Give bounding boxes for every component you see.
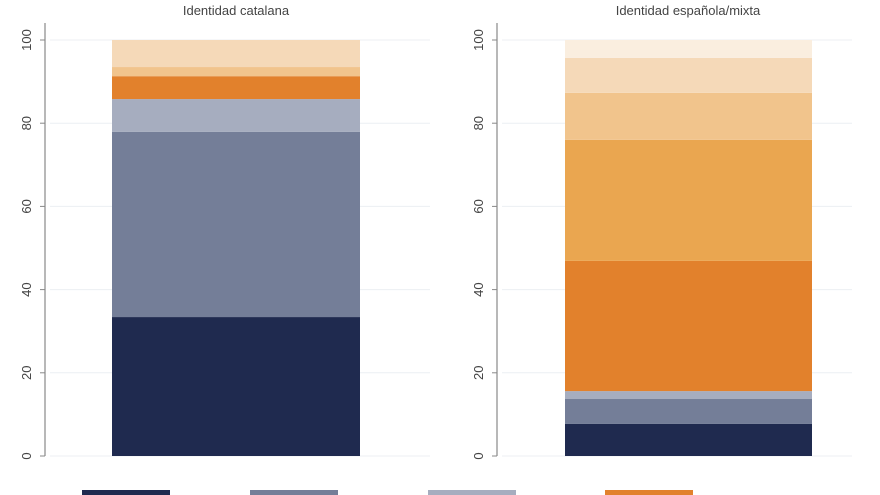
bar-segment-6 <box>112 67 360 77</box>
legend-swatch-1 <box>82 490 170 495</box>
bar-segment-2 <box>112 131 360 318</box>
y-tick-label: 20 <box>471 366 486 380</box>
y-tick-label: 0 <box>19 452 34 459</box>
bar-segment-1 <box>112 317 360 456</box>
y-tick-label: 60 <box>19 199 34 213</box>
bar-segment-6 <box>565 92 812 140</box>
bar-segment-2 <box>565 399 812 424</box>
panel-title: Identidad española/mixta <box>616 3 761 18</box>
y-tick-label: 0 <box>471 452 486 459</box>
bar-segment-1 <box>565 423 812 456</box>
y-tick-label: 80 <box>471 116 486 130</box>
bar-segment-3 <box>565 391 812 400</box>
bar-segment-5 <box>565 139 812 261</box>
y-tick-label: 80 <box>19 116 34 130</box>
bar-segment-4 <box>565 260 812 392</box>
legend-swatch-3 <box>428 490 516 495</box>
bar-segment-7 <box>565 57 812 93</box>
bar-segment-7 <box>112 40 360 68</box>
panel-identidad-catalana: Identidad catalana 0 20 40 60 80 100 <box>19 3 430 460</box>
legend-swatch-2 <box>250 490 338 495</box>
bar-segment-4 <box>112 76 360 100</box>
panel-title: Identidad catalana <box>183 3 290 18</box>
y-tick-label: 100 <box>19 29 34 51</box>
y-tick-label: 40 <box>19 282 34 296</box>
y-tick-label: 60 <box>471 199 486 213</box>
legend <box>82 490 693 495</box>
bar-segment-8 <box>565 40 812 58</box>
y-tick-label: 100 <box>471 29 486 51</box>
bar-segment-3 <box>112 99 360 132</box>
legend-swatch-4 <box>605 490 693 495</box>
panel-identidad-espanola-mixta: Identidad española/mixta 0 20 40 60 80 100 <box>471 3 852 460</box>
y-tick-label: 20 <box>19 366 34 380</box>
y-tick-label: 40 <box>471 282 486 296</box>
